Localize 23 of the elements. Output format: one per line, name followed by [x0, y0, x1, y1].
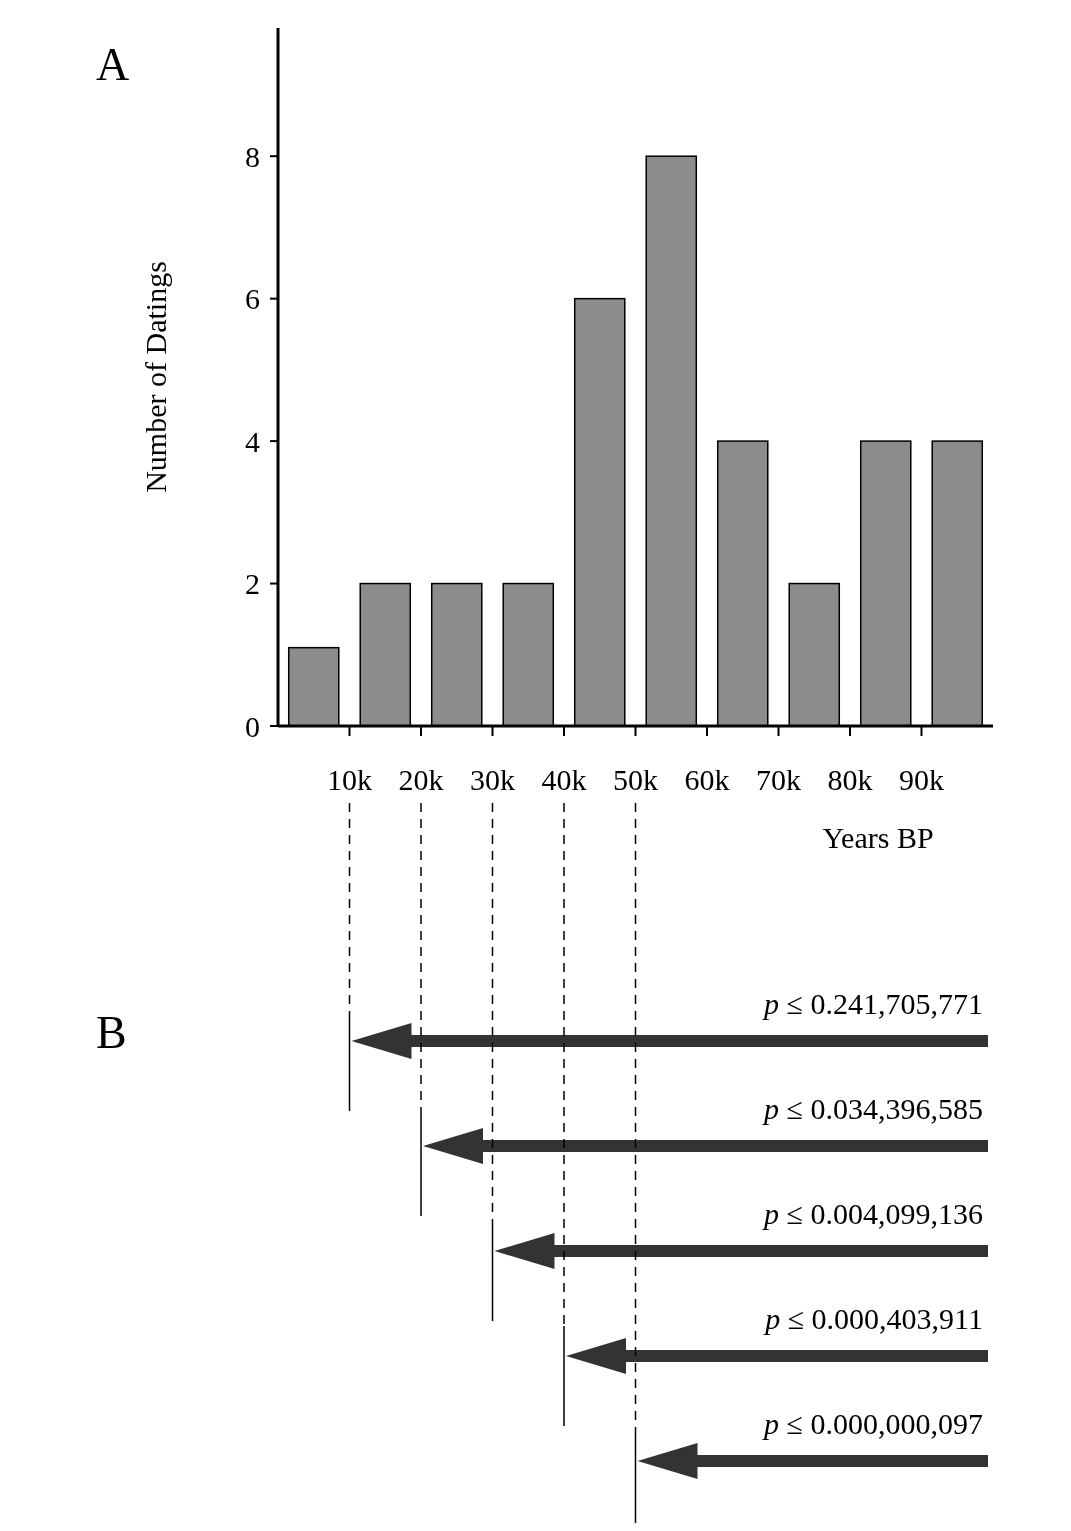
x-tick-label: 40k	[541, 763, 587, 796]
y-tick-label: 2	[245, 567, 260, 601]
y-tick-label: 4	[245, 424, 260, 458]
x-tick-label: 90k	[899, 763, 944, 796]
y-tick-label: 0	[245, 709, 260, 743]
x-tick-label: 70k	[756, 763, 801, 796]
y-tick-label: 8	[245, 139, 260, 173]
text: p ≤ 0.004,099,136	[762, 1197, 983, 1230]
x-tick-label: 10k	[327, 763, 372, 796]
x-tick-label: 50k	[613, 763, 658, 796]
x-tick-label: 60k	[684, 763, 730, 796]
y-tick-label: 6	[245, 282, 260, 316]
text: p ≤ 0.034,396,585	[762, 1092, 983, 1125]
text: p ≤ 0.000,000,097	[762, 1407, 983, 1440]
text: p ≤ 0.241,705,771	[762, 987, 983, 1020]
x-tick-label: 80k	[827, 763, 873, 796]
text: B	[96, 1007, 127, 1058]
y-axis-title: Number of Datings	[139, 261, 172, 493]
text: p ≤ 0.000,403,911	[763, 1302, 983, 1335]
x-axis-title: Years BP	[822, 821, 934, 854]
x-tick-label: 20k	[398, 763, 444, 796]
text: A	[96, 39, 130, 90]
x-tick-label: 30k	[470, 763, 515, 796]
